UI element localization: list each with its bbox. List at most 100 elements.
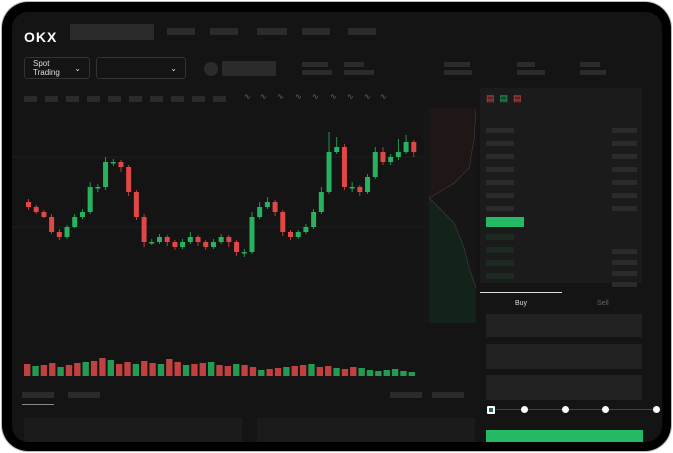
- candle: [33, 205, 39, 214]
- tab-buy[interactable]: Buy: [515, 300, 528, 307]
- ticker-stat: [344, 70, 374, 75]
- candle: [133, 190, 139, 220]
- candle: [164, 235, 170, 246]
- volume-bar: [274, 368, 282, 376]
- volume-bar: [291, 366, 298, 376]
- nav-item[interactable]: [348, 28, 376, 35]
- nav-item[interactable]: [257, 28, 287, 35]
- buy-button[interactable]: [486, 430, 643, 442]
- candle: [41, 210, 47, 218]
- ask-price[interactable]: [486, 206, 514, 211]
- candle: [272, 200, 278, 216]
- ticker-stat: [444, 70, 472, 75]
- candle: [64, 225, 70, 239]
- timeframe-button[interactable]: [66, 96, 79, 102]
- candle: [157, 234, 162, 244]
- volume-bar: [350, 367, 357, 376]
- ticker-stat: [517, 70, 545, 75]
- chart-tool-icon[interactable]: ∿: [330, 92, 337, 101]
- slider-step[interactable]: [521, 406, 528, 413]
- timeframe-button[interactable]: [45, 96, 58, 102]
- bid-price[interactable]: [486, 273, 514, 279]
- ticker-stat: [580, 62, 600, 67]
- candle: [372, 147, 378, 179]
- candle: [218, 234, 224, 244]
- coin-icon: [204, 62, 218, 76]
- ask-price[interactable]: [486, 180, 514, 185]
- timeframe-button[interactable]: [108, 96, 121, 102]
- timeframe-button[interactable]: [129, 96, 142, 102]
- ask-amount: [612, 128, 637, 133]
- ask-price[interactable]: [486, 154, 514, 159]
- chart-tool-icon[interactable]: ∿: [295, 92, 302, 101]
- volume-bar: [99, 358, 106, 376]
- bid-price[interactable]: [486, 234, 514, 240]
- slider-step[interactable]: [562, 406, 569, 413]
- candle: [411, 140, 417, 157]
- order-book-view-icons[interactable]: ▤▤▤: [486, 93, 527, 103]
- candle: [203, 240, 209, 250]
- volume-bar: [191, 364, 198, 376]
- depth-chart: [424, 107, 477, 323]
- chart-tool-icon[interactable]: ∿: [364, 92, 371, 101]
- chart-tool-icon[interactable]: ∿: [347, 92, 354, 101]
- tab-sell[interactable]: Sell: [597, 300, 609, 307]
- amount-input[interactable]: [486, 344, 642, 369]
- ask-amount: [612, 141, 637, 146]
- candle: [226, 235, 232, 247]
- candle: [149, 239, 155, 245]
- pair-select[interactable]: ⌄: [96, 57, 186, 79]
- buy-tab-indicator: [480, 292, 562, 293]
- volume-bar: [24, 364, 31, 376]
- slider-step[interactable]: [653, 406, 660, 413]
- chart-tool-icon[interactable]: ∿: [277, 92, 284, 101]
- filter-button[interactable]: [432, 392, 464, 398]
- candlestick-chart[interactable]: [12, 122, 424, 382]
- search-bar[interactable]: [70, 24, 154, 40]
- ask-price[interactable]: [486, 141, 514, 146]
- ask-amount: [612, 154, 637, 159]
- candle: [126, 165, 132, 196]
- candle: [334, 137, 340, 154]
- total-input[interactable]: [486, 375, 642, 400]
- ask-price[interactable]: [486, 193, 514, 198]
- market-select[interactable]: Spot Trading ⌄: [24, 57, 90, 79]
- bid-price[interactable]: [486, 260, 514, 266]
- bid-price[interactable]: [486, 247, 514, 253]
- candle: [141, 214, 147, 247]
- timeframe-button[interactable]: [192, 96, 205, 102]
- volume-bar: [40, 365, 48, 376]
- tab-orders[interactable]: [22, 392, 54, 398]
- timeframe-button[interactable]: [87, 96, 100, 102]
- chart-tool-icon[interactable]: ∿: [244, 92, 251, 101]
- volume-bar: [124, 362, 131, 376]
- nav-item[interactable]: [302, 28, 330, 35]
- nav-item[interactable]: [167, 28, 195, 35]
- volume-bar: [316, 367, 324, 376]
- price-input[interactable]: [486, 314, 642, 337]
- slider-step[interactable]: [602, 406, 609, 413]
- ask-price[interactable]: [486, 167, 514, 172]
- timeframe-button[interactable]: [24, 96, 37, 102]
- volume-bar: [341, 369, 349, 376]
- timeframe-button[interactable]: [213, 96, 226, 102]
- tab-history[interactable]: [68, 392, 100, 398]
- volume-bar: [49, 363, 56, 376]
- chart-tool-icon[interactable]: ∿: [312, 92, 319, 101]
- volume-bar: [391, 369, 399, 376]
- timeframe-button[interactable]: [150, 96, 163, 102]
- nav-item[interactable]: [210, 28, 238, 35]
- filter-button[interactable]: [390, 392, 422, 398]
- ask-price[interactable]: [486, 128, 514, 133]
- ticker-stat: [302, 62, 328, 67]
- slider-track[interactable]: [490, 409, 658, 410]
- chevron-down-icon: ⌄: [170, 63, 177, 73]
- chart-tool-icon[interactable]: ∿: [260, 92, 267, 101]
- candle: [357, 185, 363, 196]
- chart-tool-icon[interactable]: ∿: [380, 92, 387, 101]
- trading-screen: OKX Spot Trading ⌄ ⌄ ∿ ∿ ∿ ∿ ∿ ∿ ∿ ∿ ∿ ▤▤▤ Buy Se…: [12, 12, 662, 442]
- timeframe-button[interactable]: [171, 96, 184, 102]
- slider-handle[interactable]: [487, 406, 495, 414]
- candle: [341, 144, 347, 190]
